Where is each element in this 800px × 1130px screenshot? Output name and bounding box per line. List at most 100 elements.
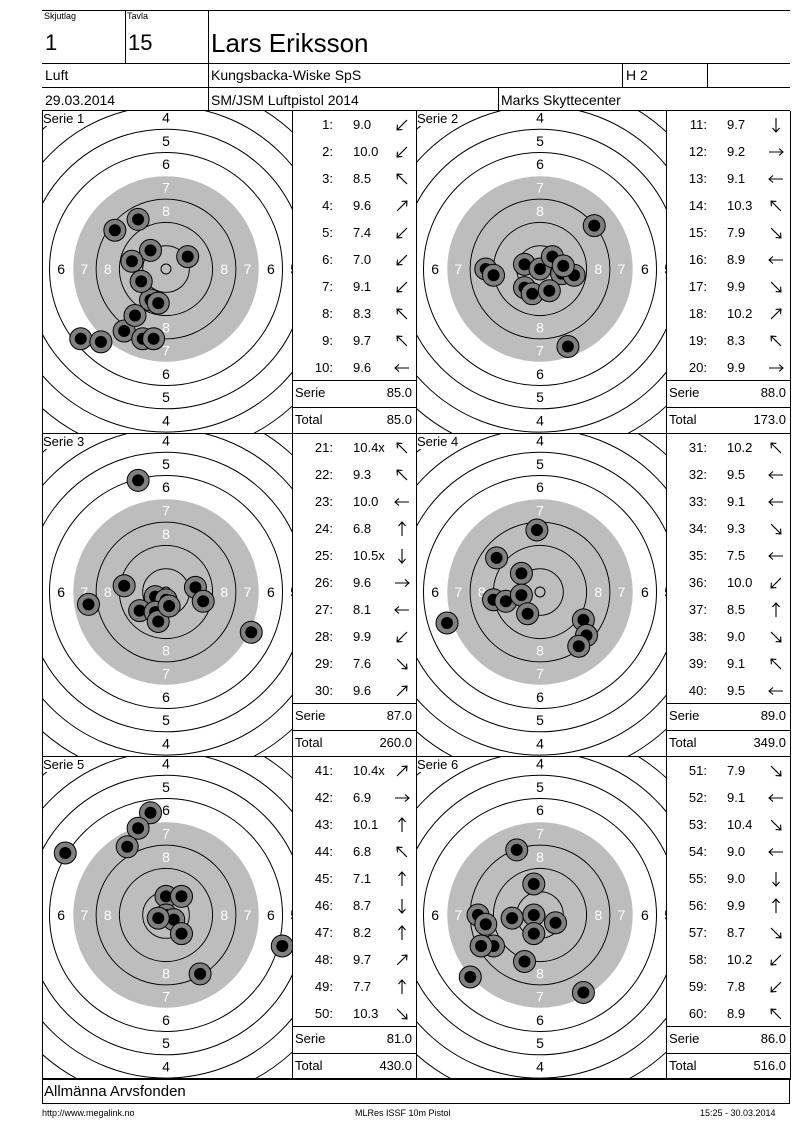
shot-row: 57: 8.7 bbox=[667, 925, 789, 945]
score-ring-inner bbox=[118, 867, 214, 963]
ring-number: 7 bbox=[81, 907, 89, 923]
shot-number: 52: bbox=[688, 790, 707, 805]
sum-divider-mid bbox=[292, 407, 416, 408]
ring-number: 7 bbox=[244, 907, 252, 923]
shot-row: 4: 9.6 bbox=[293, 198, 415, 218]
shot-number: 10: bbox=[314, 360, 333, 375]
running-total-label: Total bbox=[295, 412, 323, 427]
ring-number: 8 bbox=[104, 907, 112, 923]
shot-row: 32: 9.5 bbox=[667, 467, 789, 487]
ring-number: 7 bbox=[455, 907, 463, 923]
shot-row: 15: 7.9 bbox=[667, 225, 789, 245]
ring-number: 8 bbox=[162, 526, 170, 542]
shot-hole-center bbox=[527, 909, 540, 921]
shot-score: 8.3 bbox=[353, 306, 372, 321]
shot-hole-center bbox=[129, 309, 141, 322]
block-border-bottom bbox=[416, 433, 790, 434]
shot-hole-center bbox=[94, 335, 107, 348]
shot-hole-center bbox=[194, 967, 207, 980]
shot-row: 12: 9.2 bbox=[667, 144, 789, 164]
shot-score: 8.9 bbox=[727, 1006, 746, 1021]
block-border-bottom bbox=[42, 1079, 416, 1080]
ring-number: 7 bbox=[244, 261, 252, 277]
score-ring bbox=[417, 434, 666, 756]
ring-number: 7 bbox=[162, 989, 170, 1005]
shot-score: 9.1 bbox=[353, 279, 372, 294]
shot-score: 9.6 bbox=[353, 198, 372, 213]
target-face: 44445555666677778888 bbox=[417, 757, 666, 1080]
shot-row: 41: 10.4x bbox=[293, 763, 415, 783]
target-list-divider bbox=[666, 111, 667, 434]
shot-hole-center bbox=[59, 847, 72, 859]
shot-row: 20: 9.9 bbox=[667, 360, 789, 380]
shot-number: 28: bbox=[314, 629, 333, 644]
ring-number: 6 bbox=[641, 261, 649, 277]
serie-block: 44445555666677778888Serie 321:10.4x22:9.… bbox=[42, 434, 417, 757]
shot-number: 59: bbox=[688, 979, 707, 994]
ring-number: 5 bbox=[536, 1035, 544, 1051]
footer-software: MLRes ISSF 10m Pistol bbox=[355, 1108, 451, 1118]
shot-hole-center bbox=[506, 912, 519, 925]
shot-score: 9.9 bbox=[727, 279, 746, 294]
ring-number: 4 bbox=[162, 412, 170, 428]
shot-number: 17: bbox=[688, 279, 707, 294]
shot-number: 49: bbox=[314, 979, 333, 994]
shot-number: 20: bbox=[688, 360, 707, 375]
shot-row: 46: 8.7 bbox=[293, 898, 415, 918]
ring-number: 6 bbox=[57, 907, 65, 923]
ring-number: 6 bbox=[162, 366, 170, 382]
running-total-label: Total bbox=[669, 1058, 697, 1073]
header-vline-a bbox=[125, 10, 126, 63]
ring-number: 6 bbox=[57, 584, 65, 600]
footer-url: http://www.megalink.no bbox=[42, 1108, 135, 1118]
shot-number: 1: bbox=[322, 117, 333, 132]
shot-hole-center bbox=[588, 219, 601, 232]
shot-row: 47: 8.2 bbox=[293, 925, 415, 945]
footer-timestamp: 15:25 - 30.03.2014 bbox=[700, 1108, 776, 1118]
ring-number: 7 bbox=[162, 343, 170, 359]
shot-hole-center bbox=[490, 551, 503, 564]
shot-number: 19: bbox=[688, 333, 707, 348]
header-border-1 bbox=[42, 63, 790, 64]
shot-hole-center bbox=[530, 524, 543, 536]
shot-hole-center bbox=[526, 287, 539, 300]
shot-number: 60: bbox=[688, 1006, 707, 1021]
direction-arrow-icon bbox=[772, 898, 780, 913]
direction-arrow-icon bbox=[770, 1008, 782, 1020]
score-ring bbox=[49, 152, 283, 386]
ring-number: 7 bbox=[162, 666, 170, 682]
target-list-divider bbox=[292, 757, 293, 1080]
running-total-value: 516.0 bbox=[753, 1058, 786, 1073]
block-border-right bbox=[790, 111, 791, 434]
sum-divider-mid bbox=[666, 730, 790, 731]
shot-number: 55: bbox=[688, 871, 707, 886]
score-ring-inner bbox=[469, 198, 611, 340]
block-border-bottom bbox=[416, 756, 790, 757]
tavla-value: 15 bbox=[128, 30, 153, 55]
shot-number: 30: bbox=[314, 683, 333, 698]
shot-row: 38: 9.0 bbox=[667, 629, 789, 649]
direction-arrow-icon bbox=[398, 871, 406, 886]
shot-hole-center bbox=[152, 297, 165, 310]
shot-number: 2: bbox=[322, 144, 333, 159]
block-border-left bbox=[42, 757, 43, 1080]
direction-arrow-icon bbox=[770, 335, 782, 347]
shot-hole-center bbox=[515, 589, 528, 602]
shot-number: 29: bbox=[314, 656, 333, 671]
shot-score: 7.4 bbox=[353, 225, 372, 240]
ring-number: 8 bbox=[162, 203, 170, 219]
shot-number: 24: bbox=[314, 521, 333, 536]
shot-score: 9.7 bbox=[727, 117, 746, 132]
score-ring bbox=[43, 111, 292, 433]
shot-row: 29: 7.6 bbox=[293, 656, 415, 676]
ring-number: 4 bbox=[162, 1058, 170, 1074]
serie-sum-value: 85.0 bbox=[386, 385, 412, 400]
ring-number: 4 bbox=[162, 735, 170, 751]
shot-number: 13: bbox=[688, 171, 707, 186]
ring-number: 6 bbox=[431, 261, 439, 277]
ring-number: 5 bbox=[664, 907, 666, 923]
ring-number: 6 bbox=[57, 261, 65, 277]
shot-number: 33: bbox=[688, 494, 707, 509]
target-face: 44445555666677778888 bbox=[43, 757, 292, 1080]
shot-row: 25: 10.5x bbox=[293, 548, 415, 568]
